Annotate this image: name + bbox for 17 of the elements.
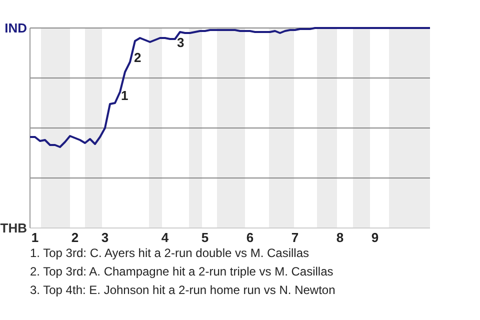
text: 1. Top 3rd: C. Ayers hit a 2-run double vs M. Casillas: [30, 246, 310, 260]
annotation: 3: [177, 35, 184, 50]
text: 3. Top 4th: E. Johnson hit a 2-run home run vs N. Newton: [30, 283, 336, 297]
text: THB: [0, 220, 27, 236]
x-tick-label: 1: [31, 230, 39, 245]
annotation: 1: [121, 88, 128, 103]
x-tick-label: 4: [161, 230, 170, 245]
x-tick-label: 9: [371, 230, 379, 245]
x-tick-label: 2: [71, 230, 79, 245]
x-tick-label: 8: [336, 230, 344, 245]
text: 2. Top 3rd: A. Champagne hit a 2-run triple vs M. Casillas: [30, 264, 334, 278]
x-tick-label: 6: [246, 230, 254, 245]
annotation: 2: [134, 50, 142, 65]
x-tick-label: 5: [201, 230, 209, 245]
text: IND: [4, 20, 27, 36]
x-tick-label: 7: [291, 230, 299, 245]
x-tick-label: 3: [101, 230, 109, 245]
